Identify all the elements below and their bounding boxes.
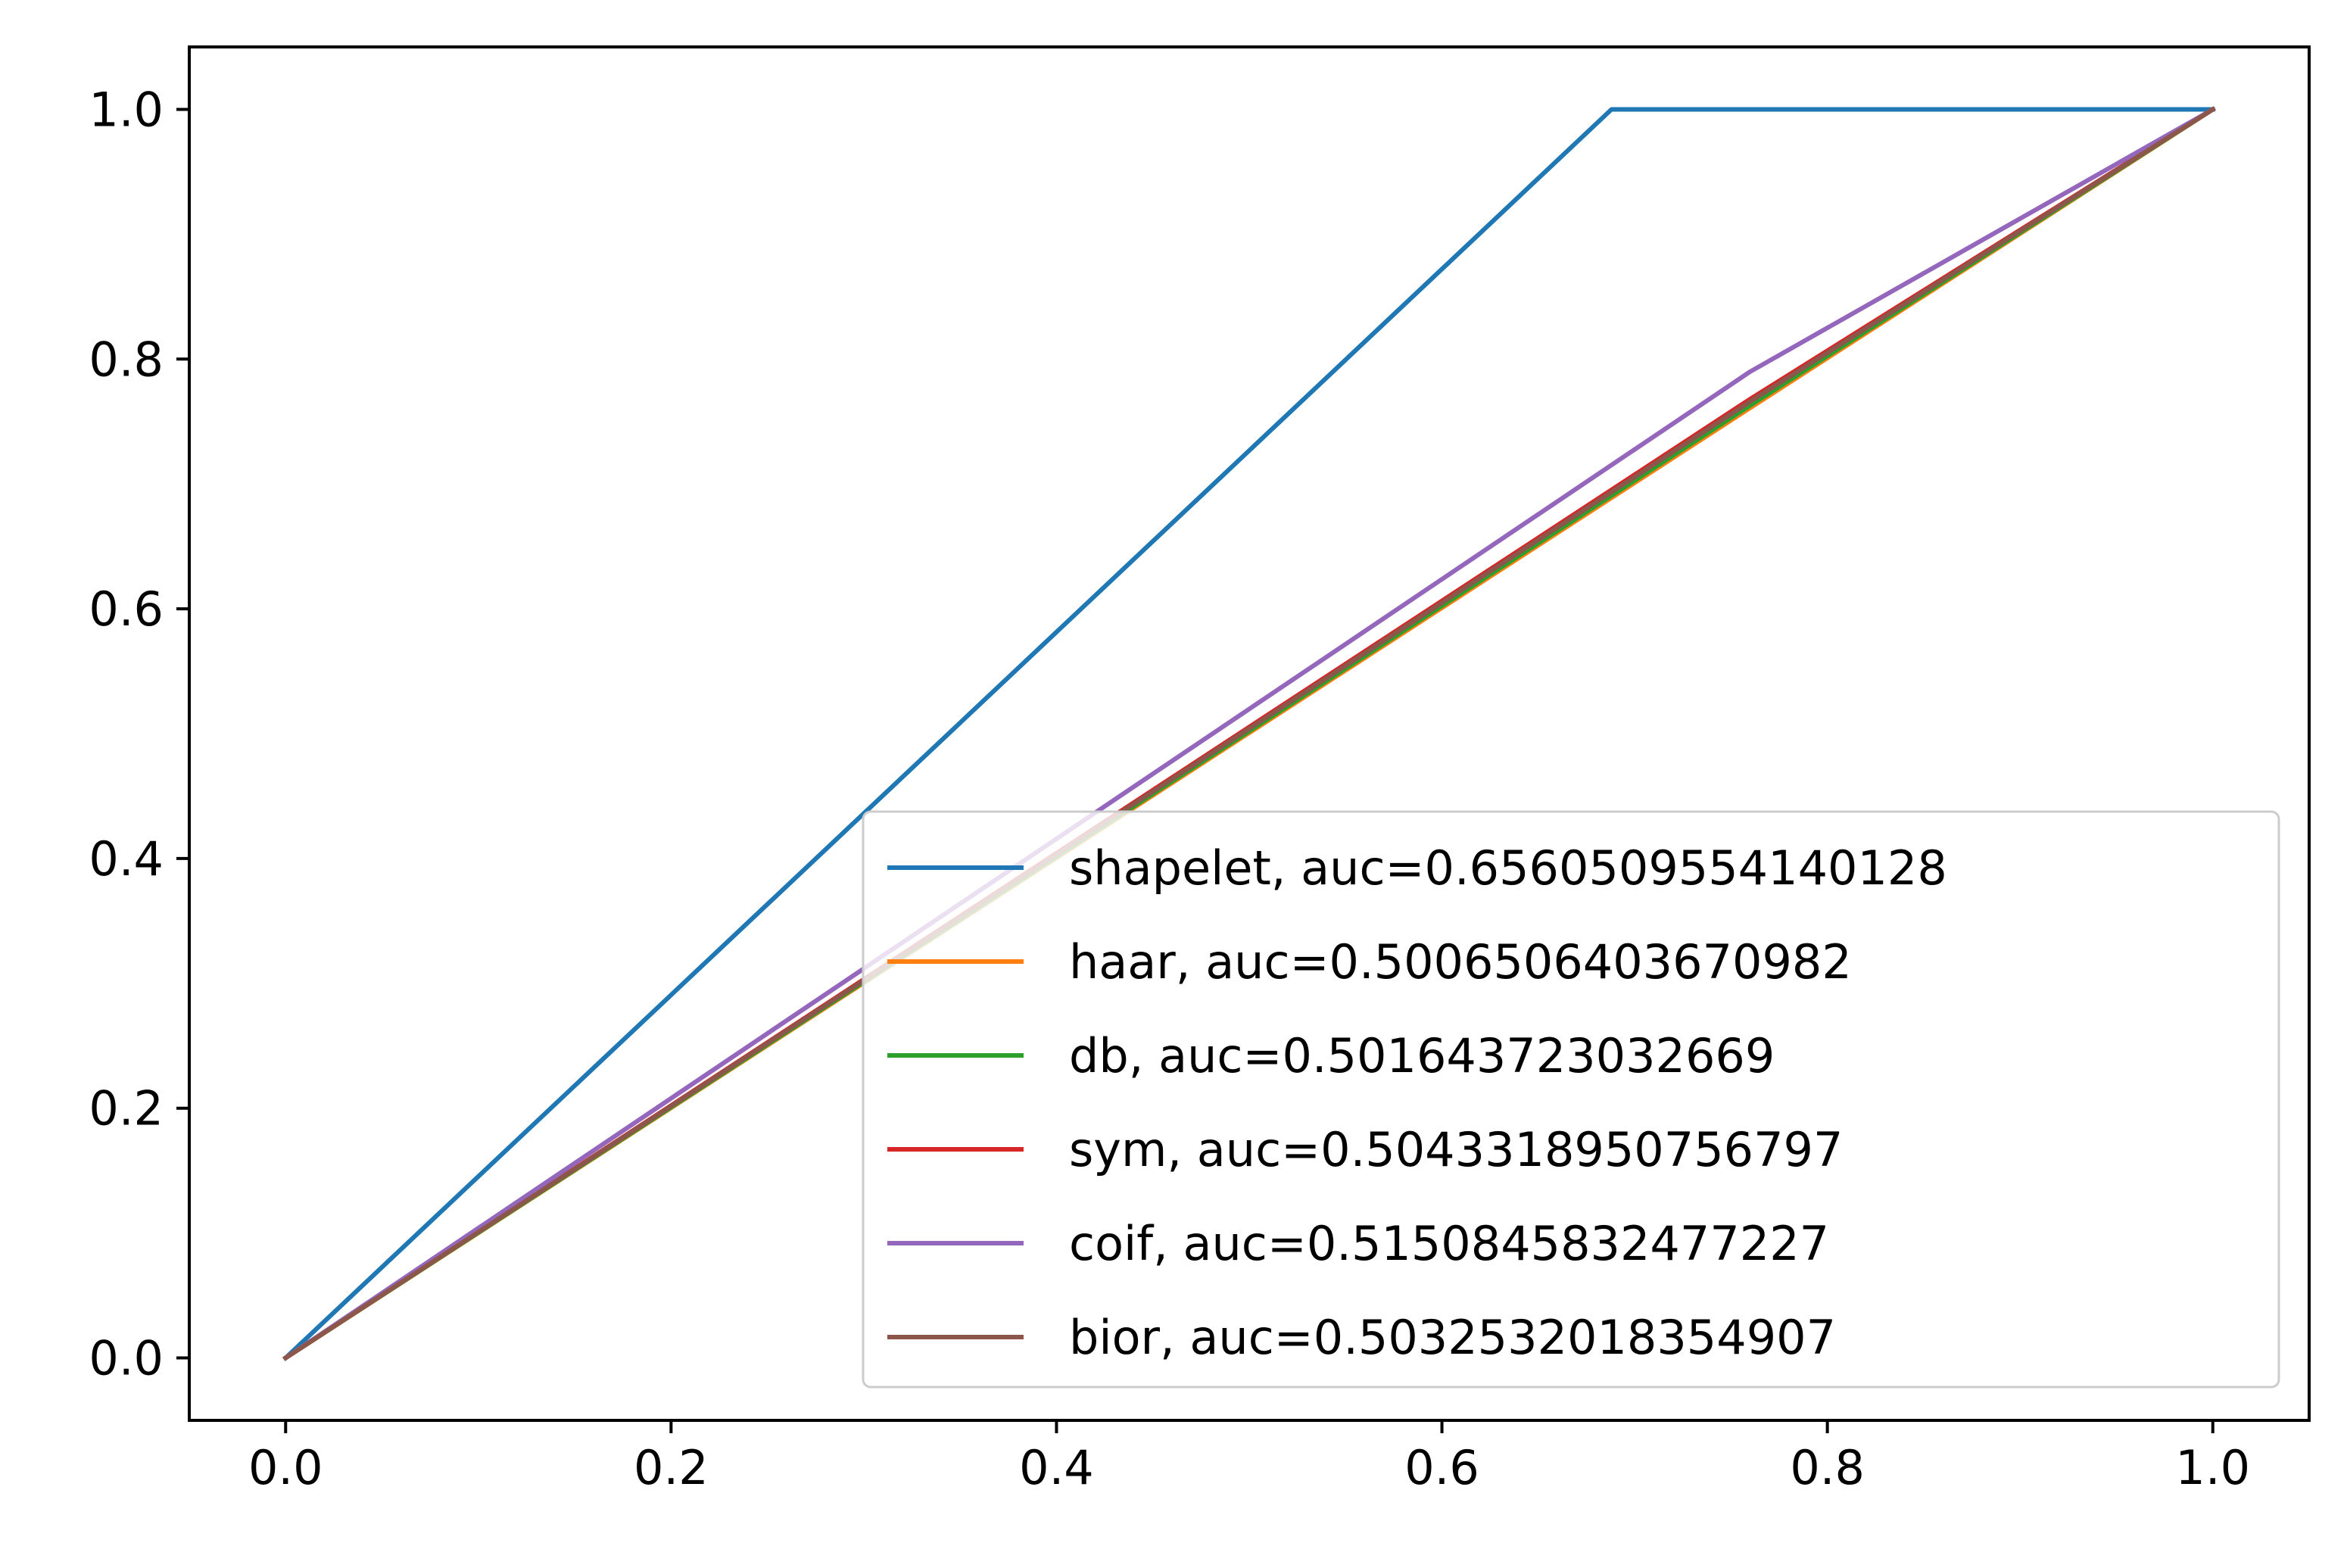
series-layer xyxy=(282,106,2216,1361)
legend-label-5: bior, auc=0.5032532018354907 xyxy=(1069,1310,1836,1365)
legend-entry-4: coif, auc=0.5150845832477227 xyxy=(887,1216,1829,1271)
y-tick-label-5: 1.0 xyxy=(89,82,164,137)
x-tick-label-2: 0.4 xyxy=(1019,1440,1094,1495)
y-tick-label-0: 0.0 xyxy=(89,1331,164,1386)
legend-entry-2: db, auc=0.501643723032669 xyxy=(887,1028,1775,1083)
legend-entry-5: bior, auc=0.5032532018354907 xyxy=(887,1310,1836,1365)
legend-label-1: haar, auc=0.5006506403670982 xyxy=(1069,934,1852,990)
y-tick-label-2: 0.4 xyxy=(89,831,164,887)
x-tick-label-1: 0.2 xyxy=(634,1440,709,1495)
x-tick-label-3: 0.6 xyxy=(1404,1440,1479,1495)
x-axis: 0.0 0.2 0.4 0.6 0.8 1.0 xyxy=(248,1420,2250,1495)
x-tick-label-5: 1.0 xyxy=(2175,1440,2250,1495)
series-line-5 xyxy=(282,106,2216,1361)
legend-entry-1: haar, auc=0.5006506403670982 xyxy=(887,934,1852,990)
y-axis: 0.0 0.2 0.4 0.6 0.8 1.0 xyxy=(89,82,189,1386)
axes-frame xyxy=(188,45,2311,1422)
y-tick-label-4: 0.8 xyxy=(89,332,164,387)
legend-label-2: db, auc=0.501643723032669 xyxy=(1069,1028,1775,1083)
legend-label-0: shapelet, auc=0.6560509554140128 xyxy=(1069,840,1947,896)
legend-entry-0: shapelet, auc=0.6560509554140128 xyxy=(887,840,1947,896)
legend-entries: shapelet, auc=0.6560509554140128 haar, au… xyxy=(887,840,1947,1365)
x-tick-label-4: 0.8 xyxy=(1790,1440,1865,1495)
legend: shapelet, auc=0.6560509554140128 haar, au… xyxy=(862,810,2280,1389)
x-tick-label-0: 0.0 xyxy=(248,1440,323,1495)
legend-entry-3: sym, auc=0.5043318950756797 xyxy=(887,1122,1843,1177)
legend-label-3: sym, auc=0.5043318950756797 xyxy=(1069,1122,1843,1177)
series-line-4 xyxy=(282,106,2216,1361)
series-line-0 xyxy=(282,107,2215,1361)
y-tick-label-3: 0.6 xyxy=(89,581,164,637)
y-tick-label-1: 0.2 xyxy=(89,1081,164,1136)
legend-box xyxy=(862,810,2280,1389)
legend-label-4: coif, auc=0.5150845832477227 xyxy=(1069,1216,1829,1271)
